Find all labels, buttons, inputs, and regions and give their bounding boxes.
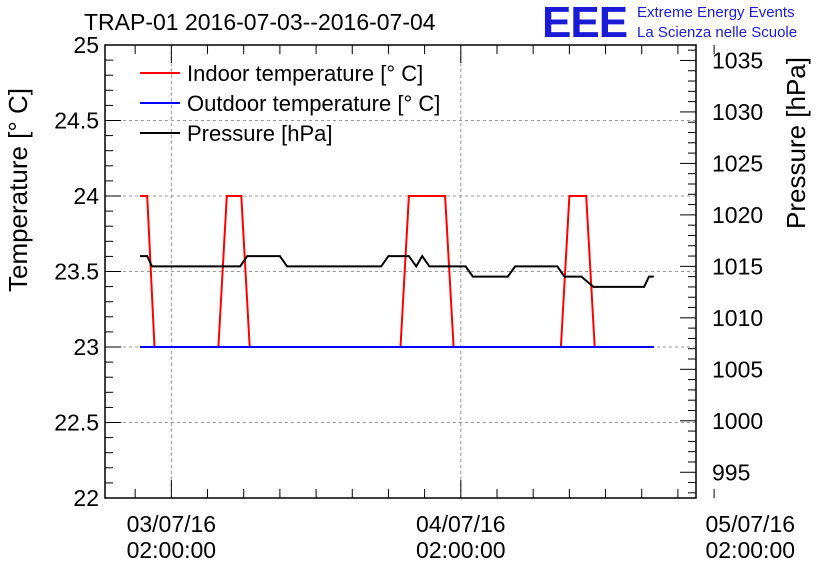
y-tick-label: 24.5 — [54, 108, 99, 134]
y2-tick-label: 1000 — [712, 408, 763, 434]
eee-logo: EEE — [542, 0, 628, 47]
y-tick-label: 24 — [73, 183, 99, 209]
y-tick-label: 22.5 — [54, 410, 99, 436]
x-tick-label-date: 03/07/16 — [127, 511, 217, 537]
series-layer — [140, 195, 654, 348]
y-tick-label: 23 — [73, 334, 99, 360]
series-line-2 — [140, 254, 654, 288]
y2-axis-label: Pressure [hPa] — [781, 57, 811, 229]
chart-title: TRAP-01 2016-07-03--2016-07-04 — [84, 9, 436, 35]
y2-tick-label: 1025 — [712, 150, 763, 176]
legend-label-0: Indoor temperature [° C] — [187, 61, 423, 86]
x-tick-label-date: 05/07/16 — [706, 511, 796, 537]
y-axis-label: Temperature [° C] — [3, 88, 33, 292]
legend-label-1: Outdoor temperature [° C] — [187, 91, 440, 116]
y-tick-label: 22 — [73, 485, 99, 511]
legend-label-2: Pressure [hPa] — [187, 121, 333, 146]
x-tick-label-time: 02:00:00 — [127, 537, 217, 563]
y2-tick-label: 1005 — [712, 356, 763, 382]
x-tick-label-time: 02:00:00 — [416, 537, 506, 563]
y-tick-label: 23.5 — [54, 259, 99, 285]
y2-tick-label: 1010 — [712, 305, 763, 331]
y2-tick-label: 1035 — [712, 47, 763, 73]
legend: Indoor temperature [° C] Outdoor temperat… — [140, 61, 440, 146]
y2-tick-label: 1030 — [712, 99, 763, 125]
x-tick-label-date: 04/07/16 — [416, 511, 506, 537]
y-tick-label: 25 — [73, 32, 99, 58]
y2-tick-label: 1015 — [712, 253, 763, 279]
ticks: 22 22.5 23 23.5 24 24.5 25 995 1000 1005 1010 1015 1… — [54, 32, 795, 563]
y2-tick-label: 995 — [712, 459, 750, 485]
logo-line1: Extreme Energy Events — [637, 4, 795, 21]
logo-line2: La Scienza nelle Scuole — [637, 24, 798, 41]
y2-tick-label: 1020 — [712, 202, 763, 228]
x-tick-label-time: 02:00:00 — [706, 537, 796, 563]
